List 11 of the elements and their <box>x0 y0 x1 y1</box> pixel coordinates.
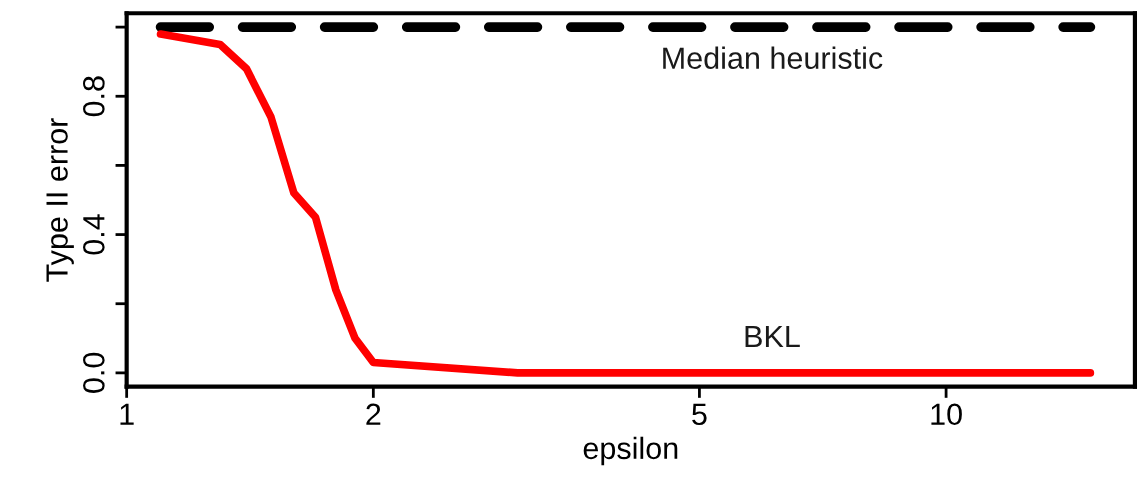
x-tick-label: 1 <box>120 403 134 425</box>
x-axis-title: epsilon <box>583 436 678 466</box>
y-axis-title: Type II error <box>46 118 74 282</box>
x-tick-label: 5 <box>692 403 707 426</box>
series-label: Median heuristic <box>663 46 883 69</box>
x-tick-label: 2 <box>366 403 381 425</box>
y-tick-label: 0.0 <box>83 352 105 393</box>
y-tick-label: 0.8 <box>83 76 105 117</box>
x-tick-label: 10 <box>931 403 962 426</box>
y-tick-label: 0.4 <box>83 214 105 255</box>
series-label: BKL <box>745 326 800 348</box>
